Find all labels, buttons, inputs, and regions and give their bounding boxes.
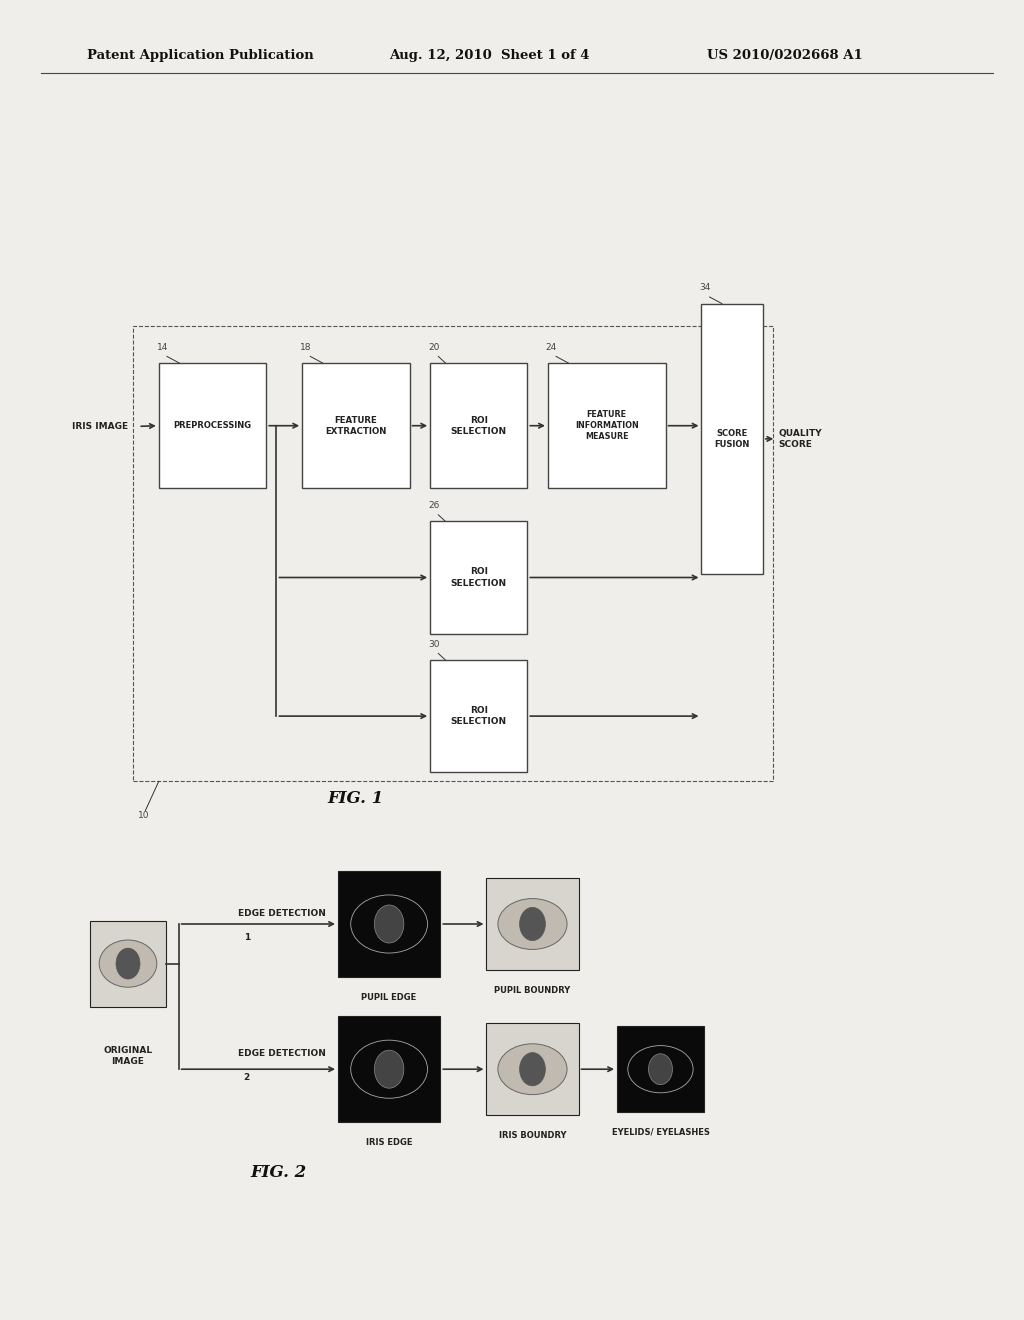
Text: IRIS IMAGE: IRIS IMAGE (72, 422, 128, 430)
Text: EDGE DETECTION: EDGE DETECTION (238, 909, 326, 917)
Text: QUALITY
SCORE: QUALITY SCORE (778, 429, 822, 449)
FancyBboxPatch shape (548, 363, 666, 488)
Text: Aug. 12, 2010  Sheet 1 of 4: Aug. 12, 2010 Sheet 1 of 4 (389, 49, 590, 62)
Text: EYELIDS/ EYELASHES: EYELIDS/ EYELASHES (611, 1127, 710, 1137)
Text: ROI
SELECTION: ROI SELECTION (451, 706, 507, 726)
Circle shape (519, 907, 546, 941)
Text: 24: 24 (546, 343, 557, 352)
Text: IRIS EDGE: IRIS EDGE (366, 1138, 413, 1147)
Text: FEATURE
INFORMATION
MEASURE: FEATURE INFORMATION MEASURE (574, 411, 639, 441)
Bar (338, 871, 440, 977)
Text: SCORE
FUSION: SCORE FUSION (715, 429, 750, 449)
FancyBboxPatch shape (159, 363, 266, 488)
FancyBboxPatch shape (302, 363, 410, 488)
Text: 26: 26 (428, 502, 439, 511)
Circle shape (375, 1051, 403, 1088)
Text: 30: 30 (428, 640, 439, 649)
Text: 34: 34 (699, 284, 711, 293)
Text: ORIGINAL
IMAGE: ORIGINAL IMAGE (103, 1045, 153, 1065)
Text: Patent Application Publication: Patent Application Publication (87, 49, 313, 62)
Text: 10: 10 (138, 812, 150, 821)
Text: 20: 20 (428, 343, 439, 352)
Text: 2: 2 (244, 1073, 250, 1081)
Text: FIG. 2: FIG. 2 (251, 1164, 307, 1180)
Text: FEATURE
EXTRACTION: FEATURE EXTRACTION (326, 416, 386, 436)
Ellipse shape (498, 1044, 567, 1094)
Ellipse shape (498, 899, 567, 949)
FancyBboxPatch shape (701, 304, 763, 574)
Bar (338, 1016, 440, 1122)
Bar (486, 1023, 579, 1115)
Text: ROI
SELECTION: ROI SELECTION (451, 568, 507, 587)
FancyBboxPatch shape (430, 521, 527, 634)
Text: ROI
SELECTION: ROI SELECTION (451, 416, 507, 436)
Circle shape (375, 906, 403, 942)
Text: EDGE DETECTION: EDGE DETECTION (238, 1049, 326, 1057)
Text: IRIS BOUNDRY: IRIS BOUNDRY (499, 1131, 566, 1140)
Text: PUPIL BOUNDRY: PUPIL BOUNDRY (495, 986, 570, 995)
Bar (90, 921, 166, 1006)
Text: PREPROCESSING: PREPROCESSING (173, 421, 252, 430)
Text: US 2010/0202668 A1: US 2010/0202668 A1 (707, 49, 862, 62)
Text: FIG. 1: FIG. 1 (328, 791, 384, 807)
FancyBboxPatch shape (430, 660, 527, 772)
Text: 1: 1 (244, 933, 250, 941)
Text: 18: 18 (300, 343, 311, 352)
Text: PUPIL EDGE: PUPIL EDGE (361, 993, 417, 1002)
FancyBboxPatch shape (430, 363, 527, 488)
Circle shape (648, 1053, 673, 1085)
Circle shape (519, 1052, 546, 1086)
Text: 14: 14 (157, 343, 168, 352)
Circle shape (116, 948, 140, 979)
Bar (616, 1027, 705, 1111)
Ellipse shape (99, 940, 157, 987)
Bar (486, 878, 579, 970)
